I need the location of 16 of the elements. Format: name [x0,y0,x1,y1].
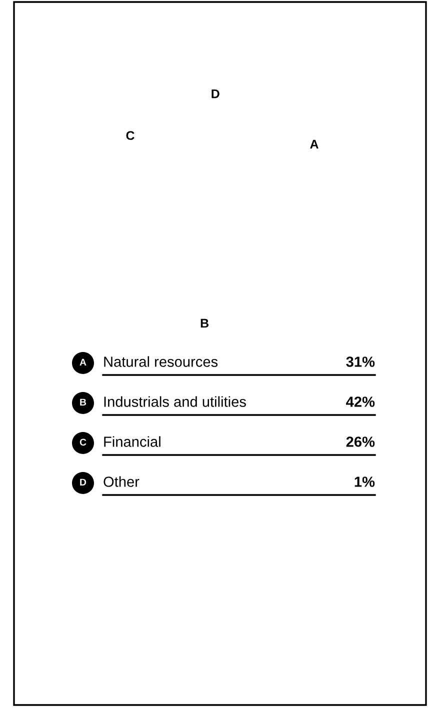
text: D [212,89,220,98]
text: C [126,131,134,140]
text: C [80,438,86,446]
category-label: Natural resources [104,356,218,367]
text: A [310,140,318,148]
category-label: Other [104,476,140,487]
data-label: 1% [354,476,375,487]
data-label: 26% [346,436,375,447]
data-label: 31% [346,356,375,367]
text: B [80,398,86,406]
category-label: Industrials and utilities [104,396,246,407]
text: D [80,478,86,486]
text: B [200,318,209,328]
category-label: Financial [104,436,160,447]
data-label: 42% [346,396,375,407]
text: A [80,358,86,366]
